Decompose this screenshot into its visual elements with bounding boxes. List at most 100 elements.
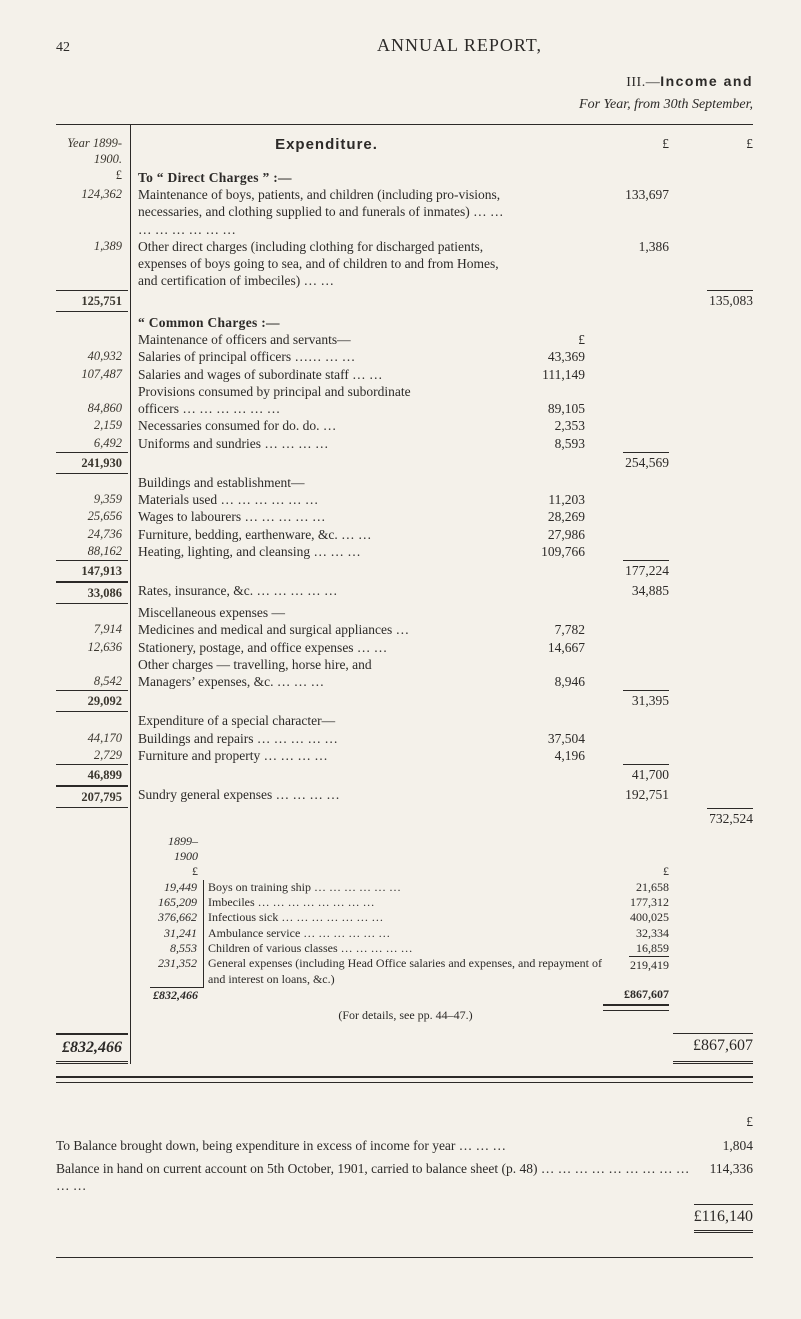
spacer bbox=[589, 639, 669, 656]
spacer bbox=[673, 331, 753, 348]
cc-maint-line: Maintenance of officers and servants— bbox=[132, 331, 515, 348]
for-year-line: For Year, from 30th September, bbox=[56, 96, 753, 114]
roman-numeral: III.— bbox=[626, 75, 660, 90]
sp-desc-1: Furniture and property … … … … bbox=[132, 747, 515, 764]
dc-outer-total: 135,083 bbox=[673, 290, 753, 312]
dc-para-2: Other direct charges (including clothing… bbox=[132, 238, 515, 290]
spacer bbox=[519, 712, 585, 729]
sp-left-1: 2,729 bbox=[56, 747, 128, 764]
special-head: Expenditure of a special character— bbox=[132, 712, 515, 729]
mini-left-5: 231,352 bbox=[150, 956, 204, 987]
mi-left-0: 7,914 bbox=[56, 621, 128, 638]
cc-desc-2: Provisions consumed by principal and sub… bbox=[132, 383, 515, 400]
pound-header-col5: £ bbox=[673, 135, 753, 167]
spacer bbox=[673, 238, 753, 290]
bl-desc-3: Heating, lighting, and cleansing … … … bbox=[132, 543, 515, 560]
spacer bbox=[589, 167, 669, 186]
mini-left-4: 8,553 bbox=[150, 941, 204, 956]
sundry-right: 192,751 bbox=[589, 786, 669, 808]
sundry-left: 207,795 bbox=[56, 786, 128, 808]
sum-value: 219,419 bbox=[629, 956, 669, 973]
footer-line-2: Balance in hand on current account on 5t… bbox=[56, 1160, 698, 1195]
spacer bbox=[589, 808, 669, 827]
footer-row-1: To Balance brought down, being expenditu… bbox=[56, 1137, 753, 1154]
mi-left-3: 8,542 bbox=[56, 673, 128, 690]
sp-right-total: 41,700 bbox=[589, 764, 669, 786]
grand-total-right: £867,607 bbox=[673, 1033, 753, 1064]
spacer bbox=[56, 604, 128, 621]
cc-left-1: 107,487 bbox=[56, 366, 128, 383]
cc-desc-3: officers … … … … … … bbox=[132, 400, 515, 417]
cc-left-2 bbox=[56, 383, 128, 400]
spacer bbox=[589, 604, 669, 621]
spacer bbox=[589, 656, 669, 673]
spacer bbox=[589, 712, 669, 729]
dc-right-2: 1,386 bbox=[589, 238, 669, 290]
mi-right-total: 31,395 bbox=[589, 690, 669, 712]
spacer bbox=[204, 987, 603, 1003]
expenditure-title: Expenditure. bbox=[132, 135, 515, 167]
mini-desc-1: Imbeciles … … … … … … … … bbox=[204, 895, 603, 910]
mini-amt-0: 21,658 bbox=[603, 880, 669, 895]
sum-value: 41,700 bbox=[623, 764, 669, 783]
spacer bbox=[673, 543, 753, 560]
mini-amt-5: 219,419 bbox=[603, 956, 669, 987]
mini-amt-4: 16,859 bbox=[603, 941, 669, 956]
cc-pound-sub: £ bbox=[519, 331, 585, 348]
spacer bbox=[519, 690, 585, 712]
spacer bbox=[519, 1033, 585, 1064]
spacer bbox=[589, 508, 669, 525]
cc-desc-4: Necessaries consumed for do. do. … bbox=[132, 417, 515, 434]
mi-desc-2: Other charges — travelling, horse hire, … bbox=[132, 656, 515, 673]
bl-left-total: 147,913 bbox=[56, 560, 128, 582]
mi-left-2 bbox=[56, 656, 128, 673]
mini-desc-5: General expenses (including Head Office … bbox=[204, 956, 603, 987]
spacer bbox=[589, 543, 669, 560]
footer-block: £ To Balance brought down, being expendi… bbox=[56, 1113, 753, 1233]
spacer bbox=[150, 1004, 204, 1023]
footer-line-1: To Balance brought down, being expenditu… bbox=[56, 1137, 506, 1154]
mini-left-0: 19,449 bbox=[150, 880, 204, 895]
spacer bbox=[56, 312, 128, 331]
footer-pound: £ bbox=[56, 1113, 753, 1130]
mi-left-total: 29,092 bbox=[56, 690, 128, 712]
spacer bbox=[519, 167, 585, 186]
cc-left-3: 84,860 bbox=[56, 400, 128, 417]
page-number: 42 bbox=[56, 39, 166, 57]
spacer bbox=[132, 452, 515, 474]
spacer bbox=[589, 312, 669, 331]
ledger: Year 1899- 1900. Expenditure. £ £ £ To “… bbox=[56, 124, 753, 1064]
spacer bbox=[589, 366, 669, 383]
mini-desc-0: Boys on training ship … … … … … … bbox=[204, 880, 603, 895]
mini-left-total: £832,466 bbox=[150, 987, 204, 1003]
spacer bbox=[673, 747, 753, 764]
mini-amt-1: 177,312 bbox=[603, 895, 669, 910]
spacer bbox=[589, 474, 669, 491]
spacer bbox=[673, 312, 753, 331]
pound-header-left: £ bbox=[56, 167, 128, 186]
sundry-outer-total: 732,524 bbox=[673, 808, 753, 827]
direct-charges-head: To “ Direct Charges ” :— bbox=[132, 169, 515, 186]
cc-left-5: 6,492 bbox=[56, 435, 128, 452]
spacer bbox=[589, 621, 669, 638]
dc-right-1: 133,697 bbox=[589, 186, 669, 238]
page: 42 ANNUAL REPORT, III.—Income and For Ye… bbox=[0, 0, 801, 1319]
bl-amt-0: 11,203 bbox=[519, 491, 585, 508]
spacer bbox=[673, 604, 753, 621]
grand-total-left: £832,466 bbox=[56, 1033, 128, 1064]
cc-right-total: 254,569 bbox=[589, 452, 669, 474]
sum-value: 177,224 bbox=[623, 560, 669, 579]
page-title: ANNUAL REPORT, bbox=[166, 34, 753, 57]
mini-table-container: 1899–1900 £ £ 19,449 Boys on training sh… bbox=[132, 828, 669, 1023]
spacer bbox=[673, 400, 753, 417]
mini-left-2: 376,662 bbox=[150, 910, 204, 925]
spacer bbox=[56, 1023, 753, 1033]
spacer bbox=[132, 808, 515, 827]
cc-amt-4: 2,353 bbox=[519, 417, 585, 434]
spacer bbox=[673, 639, 753, 656]
bl-amt-2: 27,986 bbox=[519, 526, 585, 543]
spacer bbox=[673, 167, 753, 186]
year-label: Year 1899- 1900. bbox=[56, 135, 128, 167]
vertical-rule bbox=[130, 125, 131, 1064]
mini-right-endrule bbox=[603, 1004, 669, 1023]
